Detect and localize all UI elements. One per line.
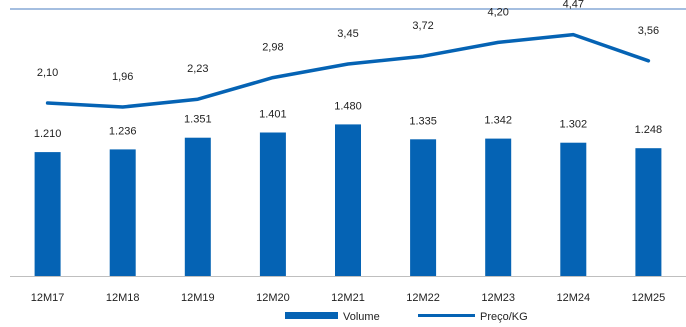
price-line: [45, 32, 651, 109]
bar-label-12M21: 1.480: [334, 100, 362, 112]
x-tick-12M21: 12M21: [331, 292, 365, 304]
bar-label-12M22: 1.335: [409, 115, 437, 127]
price-label-12M23: 4,20: [487, 6, 508, 18]
bar-12M21: [335, 124, 361, 277]
bar-label-12M24: 1.302: [560, 119, 588, 131]
x-tick-12M17: 12M17: [31, 292, 65, 304]
bar-label-12M19: 1.351: [184, 114, 212, 126]
price-label-12M19: 2,23: [187, 63, 208, 75]
legend-label-volume: Volume: [343, 311, 380, 323]
volume-data-labels: 1.210 1.236 1.351 1.401 1.480 1.335 1.342 1.302…: [34, 100, 662, 140]
price-label-12M22: 3,72: [412, 20, 433, 32]
bar-12M20: [259, 132, 286, 276]
price-label-12M18: 1,96: [112, 71, 133, 83]
bar-label-12M23: 1.342: [484, 115, 512, 127]
legend-label-price: Preço/KG: [480, 311, 528, 323]
price-data-labels: 2,10 1,96 2,23 2,98 3,45 3,72 4,20 4,47 3,56: [37, 0, 659, 83]
price-label-12M24: 4,47: [563, 0, 584, 11]
price-label-12M20: 2,98: [262, 42, 283, 54]
legend-swatch-volume: [285, 312, 338, 319]
x-tick-labels: 12M17 12M18 12M19 12M20 12M21 12M22 12M23 12M24…: [31, 292, 665, 304]
bar-label-12M20: 1.401: [259, 109, 287, 121]
bar-label-12M18: 1.236: [109, 125, 137, 137]
bar-label-12M25: 1.248: [635, 124, 663, 136]
x-tick-12M23: 12M23: [481, 292, 515, 304]
price-label-12M21: 3,45: [337, 28, 358, 40]
price-line-layer: [45, 32, 651, 109]
bar-label-12M17: 1.210: [34, 128, 62, 140]
price-label-12M25: 3,56: [638, 25, 659, 37]
x-tick-12M25: 12M25: [632, 292, 666, 304]
bar-12M22: [410, 139, 437, 276]
x-tick-12M22: 12M22: [406, 292, 440, 304]
bar-12M24: [560, 142, 587, 276]
x-tick-12M19: 12M19: [181, 292, 215, 304]
bar-12M19: [184, 137, 211, 276]
bar-12M25: [635, 148, 662, 276]
bar-12M18: [109, 149, 136, 276]
legend: Volume Preço/KG: [285, 311, 528, 323]
bar-12M23: [485, 138, 512, 276]
x-tick-12M24: 12M24: [556, 292, 590, 304]
bar-12M17: [34, 152, 61, 276]
x-tick-12M20: 12M20: [256, 292, 290, 304]
x-tick-12M18: 12M18: [106, 292, 140, 304]
price-label-12M17: 2,10: [37, 67, 58, 79]
volume-bars: [34, 124, 662, 277]
